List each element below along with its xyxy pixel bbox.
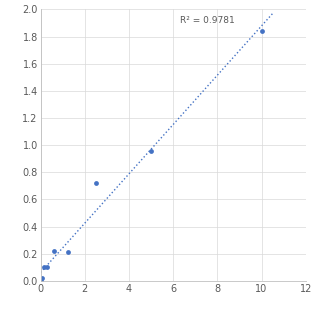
Point [40,275,45,280]
Point [149,148,154,153]
Point [259,29,264,34]
Point [52,248,57,253]
Point [66,250,71,255]
Point [45,265,50,270]
Point [41,265,46,270]
Point [93,181,98,186]
Point [38,278,43,283]
Text: R² = 0.9781: R² = 0.9781 [180,16,235,25]
